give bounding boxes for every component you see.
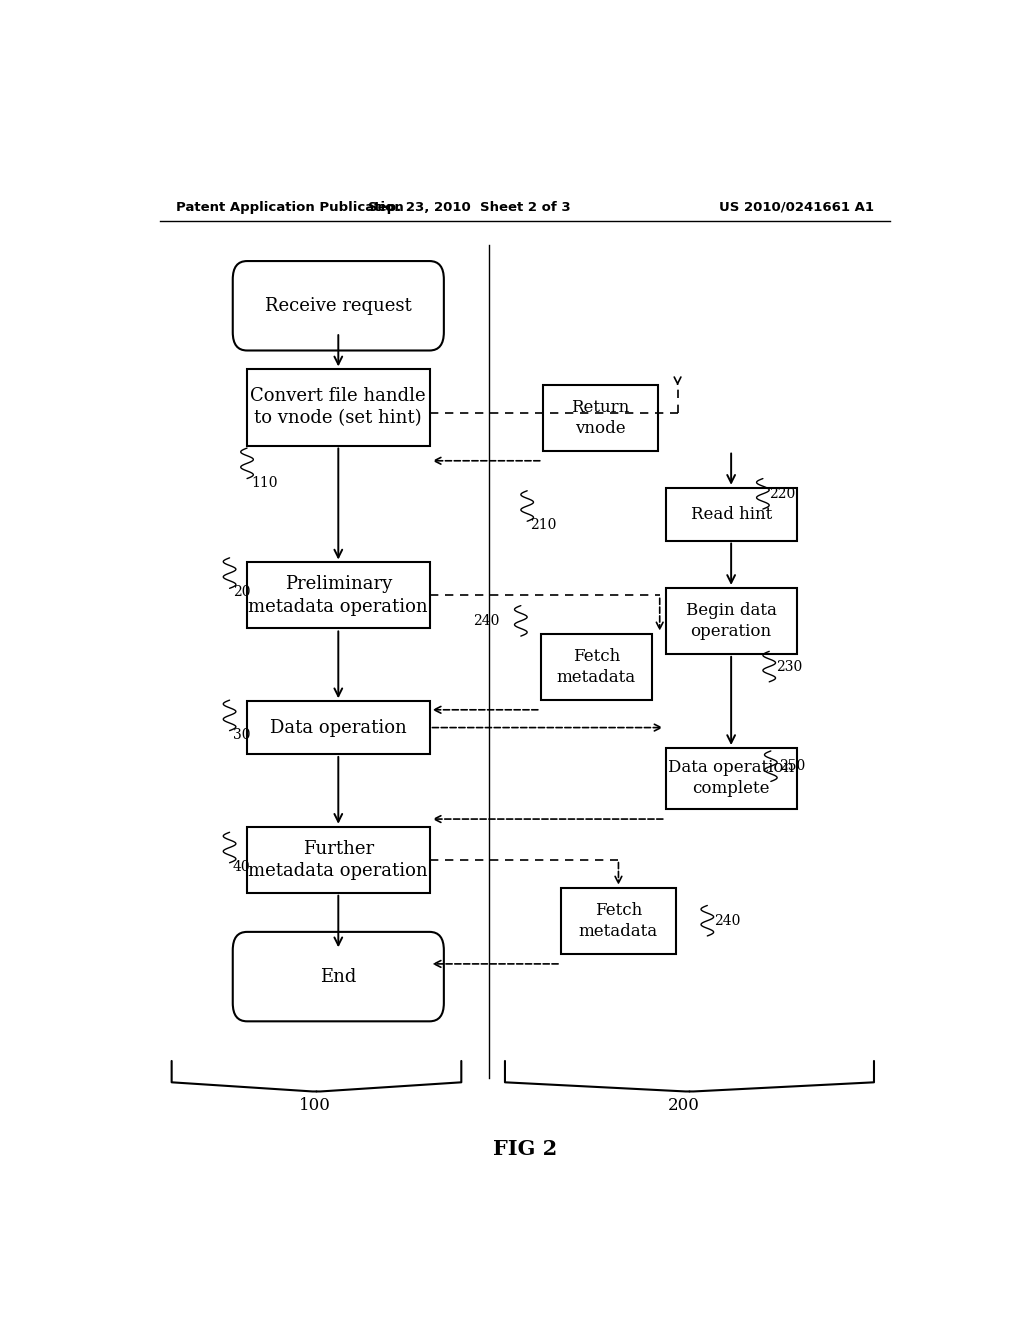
Text: Fetch
metadata: Fetch metadata <box>579 902 658 940</box>
Text: 20: 20 <box>232 585 250 599</box>
Text: End: End <box>321 968 356 986</box>
Text: 40: 40 <box>232 859 251 874</box>
Text: Fetch
metadata: Fetch metadata <box>557 648 636 685</box>
Text: 200: 200 <box>668 1097 699 1114</box>
Text: Begin data
operation: Begin data operation <box>686 602 776 640</box>
Text: 240: 240 <box>473 614 500 628</box>
Bar <box>543 384 657 450</box>
Bar <box>666 487 797 541</box>
Text: 250: 250 <box>778 759 805 774</box>
FancyBboxPatch shape <box>232 932 443 1022</box>
Text: 210: 210 <box>530 519 557 532</box>
Text: Data operation
complete: Data operation complete <box>668 759 795 797</box>
Text: Receive request: Receive request <box>265 297 412 314</box>
Text: Convert file handle
to vnode (set hint): Convert file handle to vnode (set hint) <box>251 387 426 428</box>
Text: Further
metadata operation: Further metadata operation <box>249 840 428 880</box>
Bar <box>666 748 797 809</box>
Bar <box>666 587 797 653</box>
Text: FIG 2: FIG 2 <box>493 1139 557 1159</box>
Text: Data operation: Data operation <box>270 718 407 737</box>
Bar <box>247 562 430 628</box>
FancyBboxPatch shape <box>232 261 443 351</box>
Text: 230: 230 <box>775 660 802 673</box>
Bar <box>561 887 676 954</box>
Text: 110: 110 <box>251 475 278 490</box>
Text: Return
vnode: Return vnode <box>571 399 630 437</box>
Bar <box>247 370 430 446</box>
Text: US 2010/0241661 A1: US 2010/0241661 A1 <box>719 201 873 214</box>
Text: Preliminary
metadata operation: Preliminary metadata operation <box>249 576 428 615</box>
Text: Patent Application Publication: Patent Application Publication <box>176 201 403 214</box>
Text: Read hint: Read hint <box>690 506 772 523</box>
Text: 240: 240 <box>714 913 740 928</box>
Bar <box>247 701 430 754</box>
Text: Sep. 23, 2010  Sheet 2 of 3: Sep. 23, 2010 Sheet 2 of 3 <box>368 201 570 214</box>
Bar <box>541 634 652 700</box>
Text: 220: 220 <box>769 487 796 500</box>
Text: 100: 100 <box>299 1097 331 1114</box>
Bar <box>247 826 430 892</box>
Text: 30: 30 <box>232 727 250 742</box>
